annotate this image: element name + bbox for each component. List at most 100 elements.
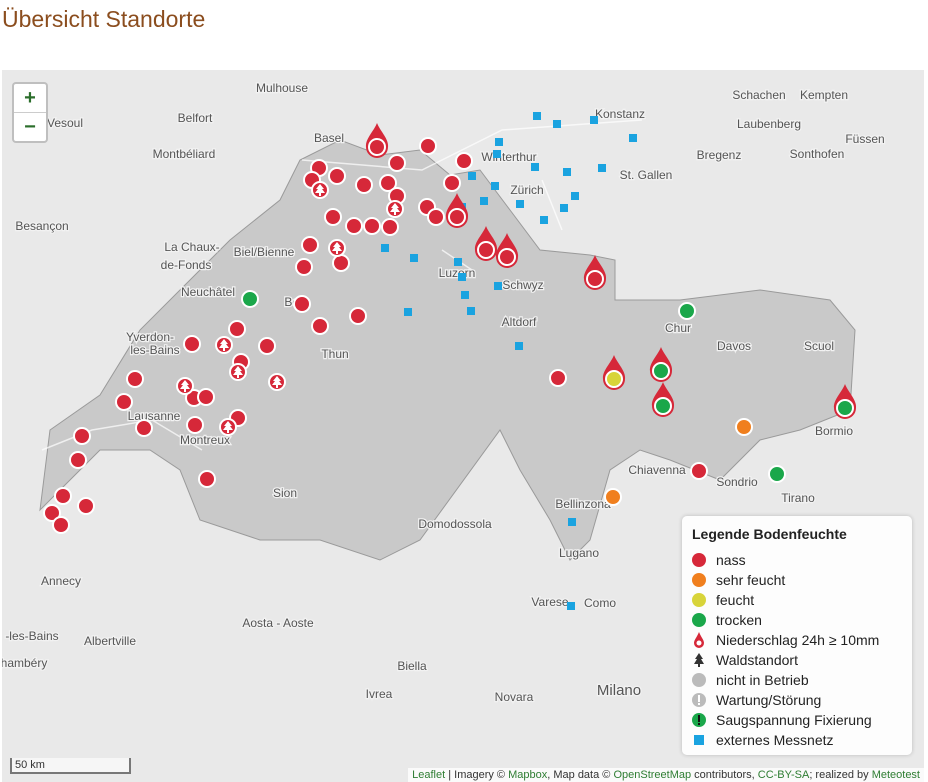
station-marker xyxy=(311,317,329,335)
city-label: Besançon xyxy=(15,219,68,233)
city-label: Yverdon- xyxy=(126,330,174,344)
attribution-link[interactable]: OpenStreetMap xyxy=(613,769,692,781)
external-station xyxy=(567,602,575,610)
station-marker xyxy=(381,218,399,236)
external-station xyxy=(590,116,598,124)
station-marker xyxy=(448,208,466,226)
city-label: Montreux xyxy=(180,433,230,447)
external-station xyxy=(493,150,501,158)
city-label: Novara xyxy=(495,690,534,704)
station-marker xyxy=(183,335,201,353)
city-label: Konstanz xyxy=(595,107,645,121)
station-marker xyxy=(549,369,567,387)
external-station xyxy=(531,163,539,171)
forest-icon xyxy=(315,184,325,196)
station-marker xyxy=(228,320,246,338)
external-station xyxy=(494,282,502,290)
legend-icon xyxy=(692,553,706,567)
city-label: Annecy xyxy=(41,574,81,588)
external-station xyxy=(516,200,524,208)
station-marker xyxy=(768,465,786,483)
legend-item: nicht in Betrieb xyxy=(682,670,912,690)
legend-label: Niederschlag 24h ≥ 10mm xyxy=(716,632,880,648)
legend-label: nass xyxy=(716,552,746,568)
station-marker xyxy=(443,174,461,192)
city-label: Sondrio xyxy=(716,475,758,489)
station-marker xyxy=(258,337,276,355)
station-marker xyxy=(836,399,854,417)
city-label: Sion xyxy=(273,486,297,500)
city-label: St. Gallen xyxy=(620,168,673,182)
city-label: Albertville xyxy=(84,634,136,648)
city-label: Altdorf xyxy=(502,315,537,329)
city-label: Lugano xyxy=(559,546,599,560)
station-marker xyxy=(198,470,216,488)
station-marker xyxy=(355,176,373,194)
legend-item: sehr feucht xyxy=(682,570,912,590)
station-marker xyxy=(301,236,319,254)
legend-item: externes Messnetz xyxy=(682,730,912,750)
station-marker xyxy=(586,270,604,288)
city-label: Scuol xyxy=(804,339,834,353)
city-label: La Chaux- xyxy=(164,240,219,254)
attribution-text: , Map data © xyxy=(547,769,614,781)
city-label: Zürich xyxy=(510,183,543,197)
external-station xyxy=(458,273,466,281)
station-marker xyxy=(419,137,437,155)
station-marker xyxy=(69,451,87,469)
station-marker xyxy=(604,488,622,506)
station-marker xyxy=(135,419,153,437)
attribution-link[interactable]: CC-BY-SA xyxy=(757,769,810,781)
station-marker xyxy=(293,295,311,313)
city-label: Mulhouse xyxy=(256,81,308,95)
city-label: Bregenz xyxy=(697,148,742,162)
city-label: Bellinzona xyxy=(555,497,611,511)
station-marker xyxy=(328,167,346,185)
station-marker xyxy=(477,241,495,259)
station-marker xyxy=(678,302,696,320)
external-station xyxy=(563,168,571,176)
city-label: Schwyz xyxy=(502,278,543,292)
legend-item: nass xyxy=(682,550,912,570)
station-marker xyxy=(349,307,367,325)
external-station xyxy=(467,307,475,315)
legend-icon xyxy=(692,573,706,587)
legend-icon xyxy=(694,735,704,745)
station-marker xyxy=(388,154,406,172)
station-marker xyxy=(332,254,350,272)
station-marker xyxy=(126,370,144,388)
city-label: Varese xyxy=(531,595,568,609)
attribution-link[interactable]: Mapbox xyxy=(508,769,548,781)
station-marker xyxy=(363,217,381,235)
legend-icon xyxy=(692,593,706,607)
forest-icon xyxy=(390,203,400,215)
forest-icon xyxy=(223,421,233,433)
zoom-in[interactable]: + xyxy=(24,87,36,109)
station-marker xyxy=(455,152,473,170)
city-label: Schachen xyxy=(732,88,785,102)
legend-item: Waldstandort xyxy=(682,650,912,670)
city-label: Lausanne xyxy=(128,409,181,423)
city-label: Davos xyxy=(717,339,751,353)
external-station xyxy=(515,342,523,350)
legend-item: Niederschlag 24h ≥ 10mm xyxy=(682,630,912,650)
attribution: Leaflet | Imagery © Mapbox, Map data © O… xyxy=(408,768,924,782)
external-station xyxy=(381,244,389,252)
external-station xyxy=(468,172,476,180)
attribution-link[interactable]: Leaflet xyxy=(412,769,446,781)
city-label: Laubenberg xyxy=(737,117,801,131)
attribution-link[interactable]: Meteotest xyxy=(871,769,920,781)
zoom-out[interactable]: − xyxy=(14,112,46,141)
station-marker xyxy=(186,416,204,434)
external-station xyxy=(461,291,469,299)
attribution-text: | Imagery © xyxy=(445,769,509,781)
city-label: Winterthur xyxy=(481,150,536,164)
city-label: de-Fonds xyxy=(161,258,212,272)
city-label: Milano xyxy=(597,682,641,699)
legend: Legende Bodenfeuchte nass sehr feucht feuc… xyxy=(682,516,912,755)
external-station xyxy=(454,258,462,266)
city-label: Basel xyxy=(314,131,344,145)
station-marker xyxy=(605,370,623,388)
station-marker xyxy=(77,497,95,515)
